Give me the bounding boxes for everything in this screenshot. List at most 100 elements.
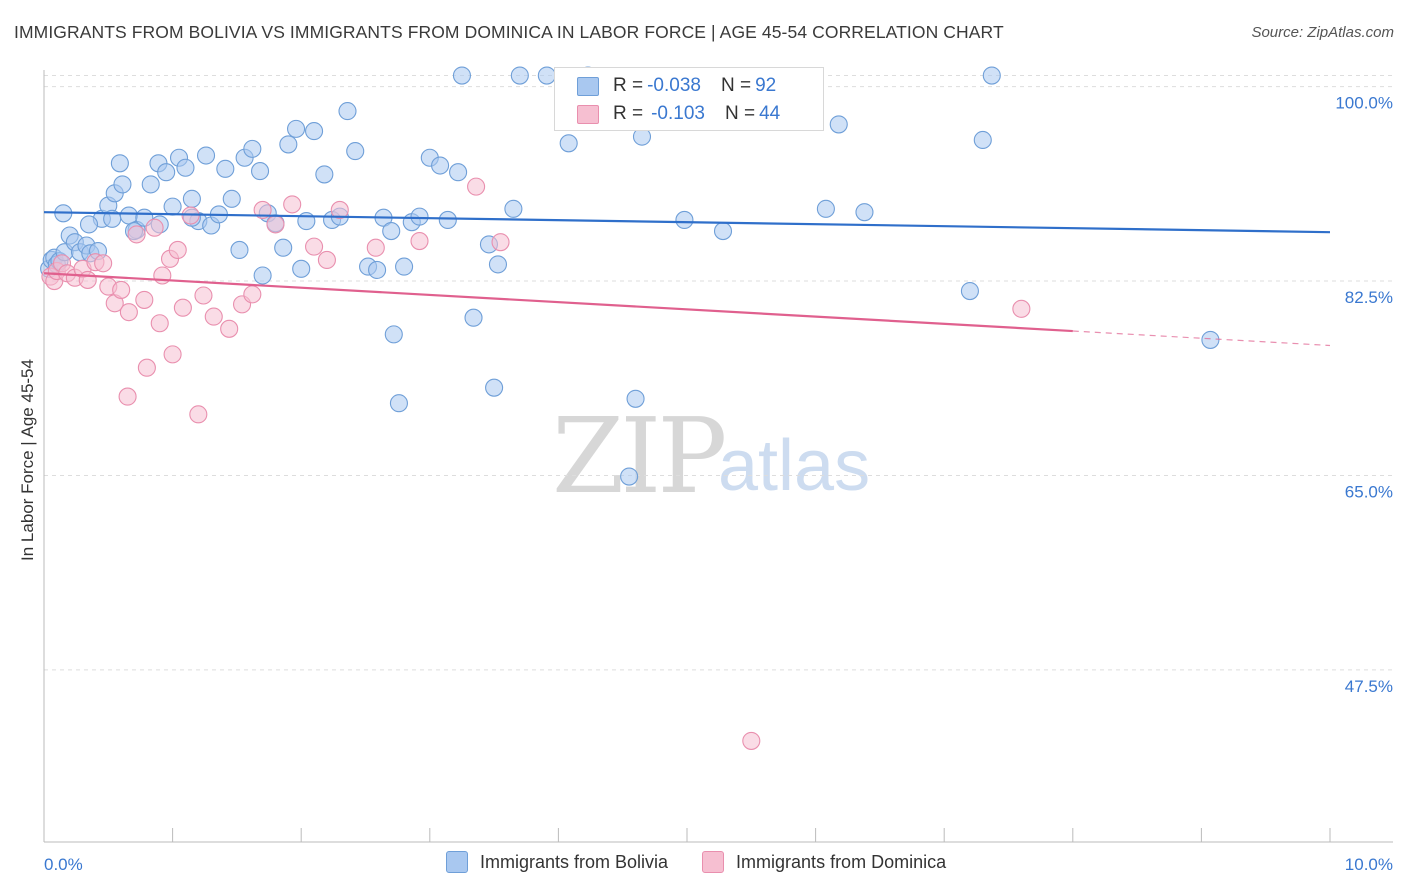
- source-label: Source: ZipAtlas.com: [1251, 24, 1394, 41]
- series-dominica: [41, 177, 1031, 750]
- dominica-point: [283, 195, 302, 214]
- bolivia-point: [216, 159, 235, 178]
- x-tick-label: 10.0%: [1345, 855, 1393, 874]
- bolivia-point: [163, 197, 182, 216]
- dominica-point: [220, 319, 239, 338]
- bolivia-point: [157, 163, 176, 182]
- bolivia-point: [537, 66, 556, 85]
- dominica-point: [1012, 299, 1031, 318]
- dominica-point: [317, 250, 336, 269]
- bolivia-point: [485, 378, 504, 397]
- watermark-atlas: atlas: [718, 426, 871, 506]
- bolivia-point: [410, 207, 429, 226]
- bolivia-point: [510, 66, 529, 85]
- bolivia-r-value: -0.038: [647, 75, 701, 96]
- bolivia-point: [110, 154, 129, 173]
- dominica-legend-label: Immigrants from Dominica: [736, 851, 947, 872]
- bolivia-point: [368, 260, 387, 279]
- dominica-point: [118, 387, 137, 406]
- bolivia-legend-swatch: [446, 851, 468, 873]
- y-tick-label: 47.5%: [1345, 677, 1393, 696]
- correlation-legend: R = -0.038 N = 92 R = -0.103 N = 44: [554, 67, 824, 131]
- bolivia-point: [346, 142, 365, 161]
- dominica-point: [145, 218, 164, 237]
- dominica-point: [366, 238, 385, 257]
- bolivia-point: [620, 467, 639, 486]
- dominica-point: [173, 298, 192, 317]
- bolivia-point: [816, 199, 835, 218]
- dominica-point: [153, 266, 172, 285]
- axes: [43, 70, 1393, 843]
- bolivia-point: [488, 255, 508, 274]
- legend-row-dominica: R = -0.103 N = 44: [577, 102, 780, 126]
- bolivia-point: [626, 389, 645, 408]
- dominica-point: [467, 177, 486, 196]
- bolivia-point: [292, 259, 311, 278]
- legend-item-dominica[interactable]: Immigrants from Dominica: [702, 851, 946, 873]
- bolivia-swatch: [577, 76, 599, 96]
- bolivia-r-label: R =: [613, 75, 644, 96]
- x-tick-label: 0.0%: [44, 855, 83, 874]
- bolivia-legend-label: Immigrants from Bolivia: [480, 851, 669, 872]
- bolivia-point: [338, 102, 357, 121]
- dominica-point: [410, 232, 429, 251]
- dominica-point: [742, 731, 761, 750]
- bolivia-point: [855, 203, 874, 222]
- trend-lines: [43, 211, 1331, 347]
- y-axis-label: In Labor Force | Age 45-54: [18, 359, 37, 561]
- bolivia-point: [250, 162, 270, 181]
- bolivia-point: [222, 189, 241, 208]
- bolivia-point: [389, 394, 408, 413]
- dominica-point: [135, 290, 154, 309]
- bolivia-point: [274, 238, 293, 257]
- dominica-point: [150, 314, 169, 333]
- bolivia-point: [315, 165, 334, 184]
- bolivia-point: [438, 210, 457, 230]
- bolivia-point: [973, 130, 992, 150]
- dominica-point: [266, 215, 285, 234]
- bolivia-point: [960, 281, 979, 301]
- bolivia-point: [253, 266, 272, 285]
- bolivia-point: [395, 257, 414, 276]
- dominica-point: [78, 270, 97, 289]
- dominica-r-label: R =: [613, 103, 644, 124]
- bolivia-point: [982, 66, 1001, 85]
- legend-item-bolivia[interactable]: Immigrants from Bolivia: [446, 851, 668, 873]
- bolivia-point: [713, 222, 733, 241]
- y-tick-label: 65.0%: [1345, 482, 1393, 501]
- bolivia-point: [559, 134, 578, 153]
- watermark-zip: ZIP: [552, 395, 727, 517]
- bolivia-point: [384, 325, 403, 344]
- bolivia-point: [449, 163, 468, 182]
- dominica-point: [168, 240, 187, 259]
- bolivia-point: [79, 215, 99, 234]
- bolivia-point: [504, 199, 523, 218]
- dominica-point: [163, 345, 182, 364]
- series-legend: Immigrants from Bolivia Immigrants from …: [446, 851, 980, 873]
- bolivia-n-value: 92: [755, 75, 777, 96]
- dominica-point: [119, 303, 138, 322]
- bolivia-point: [113, 175, 132, 194]
- bolivia-point: [829, 115, 848, 134]
- bolivia-point: [452, 66, 472, 85]
- trend-line-0: [43, 211, 1331, 234]
- bolivia-point: [182, 189, 201, 208]
- bolivia-point: [230, 240, 249, 259]
- legend-row-bolivia: R = -0.038 N = 92: [577, 74, 776, 98]
- bolivia-point: [243, 139, 262, 158]
- dominica-point: [194, 286, 213, 305]
- bolivia-point: [431, 156, 450, 175]
- bolivia-n-label: N =: [720, 75, 752, 96]
- dominica-point: [305, 237, 324, 256]
- bolivia-point: [287, 119, 306, 138]
- bolivia-point: [464, 308, 483, 327]
- chart-title: IMMIGRANTS FROM BOLIVIA VS IMMIGRANTS FR…: [14, 22, 1004, 42]
- bolivia-point: [1201, 330, 1220, 349]
- bolivia-point: [279, 135, 298, 154]
- dominica-point: [189, 405, 208, 424]
- bolivia-point: [675, 210, 694, 230]
- tick-labels: 47.5% 65.0% 82.5% 100.0% 0.0% 10.0%: [44, 94, 1393, 874]
- bolivia-point: [176, 158, 195, 177]
- dominica-swatch: [577, 104, 599, 124]
